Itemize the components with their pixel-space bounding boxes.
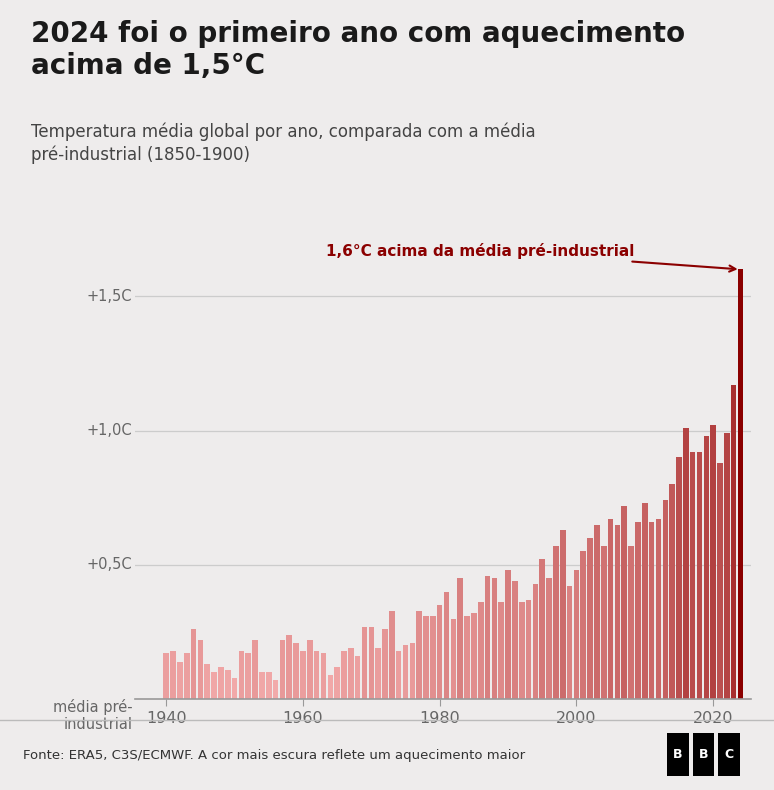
Bar bbox=[464, 616, 470, 699]
Bar bbox=[601, 546, 607, 699]
Bar bbox=[498, 603, 504, 699]
Bar bbox=[491, 578, 497, 699]
Bar bbox=[389, 611, 395, 699]
Bar bbox=[430, 616, 436, 699]
Bar bbox=[553, 546, 559, 699]
Bar bbox=[354, 656, 361, 699]
Bar bbox=[738, 269, 743, 699]
Text: B: B bbox=[699, 748, 708, 761]
Text: +1,0C: +1,0C bbox=[87, 423, 132, 438]
Bar bbox=[211, 672, 217, 699]
Bar bbox=[279, 640, 286, 699]
Bar bbox=[382, 630, 388, 699]
Bar bbox=[170, 651, 176, 699]
Bar bbox=[457, 578, 463, 699]
Bar bbox=[368, 626, 374, 699]
Bar bbox=[437, 605, 443, 699]
Bar bbox=[667, 733, 689, 776]
Bar bbox=[259, 672, 265, 699]
Bar bbox=[286, 634, 292, 699]
Text: média pré-
industrial: média pré- industrial bbox=[53, 699, 132, 732]
Bar bbox=[375, 648, 381, 699]
Bar bbox=[724, 433, 730, 699]
Bar bbox=[670, 484, 675, 699]
Bar bbox=[663, 500, 668, 699]
Bar bbox=[225, 670, 231, 699]
Bar bbox=[218, 667, 224, 699]
Bar bbox=[717, 463, 723, 699]
Bar bbox=[266, 672, 272, 699]
Text: C: C bbox=[724, 748, 734, 761]
Bar bbox=[409, 643, 415, 699]
Bar bbox=[546, 578, 552, 699]
Bar bbox=[231, 678, 238, 699]
Bar bbox=[574, 570, 579, 699]
Text: B: B bbox=[673, 748, 683, 761]
Bar bbox=[485, 576, 491, 699]
Text: Fonte: ERA5, C3S/ECMWF. A cor mais escura reflete um aquecimento maior: Fonte: ERA5, C3S/ECMWF. A cor mais escur… bbox=[23, 750, 526, 762]
Bar bbox=[245, 653, 251, 699]
Bar bbox=[361, 626, 368, 699]
Bar bbox=[197, 640, 204, 699]
Bar bbox=[396, 651, 402, 699]
Bar bbox=[519, 603, 525, 699]
Bar bbox=[711, 425, 716, 699]
Text: 1,6°C acima da média pré-industrial: 1,6°C acima da média pré-industrial bbox=[326, 243, 735, 272]
Bar bbox=[512, 581, 518, 699]
Bar bbox=[402, 645, 409, 699]
Bar bbox=[313, 651, 320, 699]
Bar bbox=[628, 546, 634, 699]
Bar bbox=[594, 525, 600, 699]
Bar bbox=[587, 538, 593, 699]
Bar bbox=[204, 664, 210, 699]
Bar bbox=[307, 640, 313, 699]
Bar bbox=[444, 592, 450, 699]
Bar bbox=[272, 680, 279, 699]
Bar bbox=[190, 630, 197, 699]
Bar bbox=[177, 661, 183, 699]
Bar bbox=[615, 525, 620, 699]
Bar bbox=[560, 530, 566, 699]
Text: 2024 foi o primeiro ano com aquecimento
acima de 1,5°C: 2024 foi o primeiro ano com aquecimento … bbox=[31, 20, 685, 80]
Bar bbox=[533, 584, 538, 699]
Bar bbox=[300, 651, 306, 699]
Bar bbox=[539, 559, 545, 699]
Bar bbox=[635, 522, 641, 699]
Bar bbox=[693, 733, 714, 776]
Bar bbox=[478, 603, 484, 699]
Bar bbox=[348, 648, 354, 699]
Bar bbox=[505, 570, 511, 699]
Bar bbox=[622, 506, 627, 699]
Bar bbox=[697, 452, 702, 699]
Bar bbox=[320, 653, 327, 699]
Bar bbox=[184, 653, 190, 699]
Bar bbox=[718, 733, 740, 776]
Bar bbox=[642, 503, 648, 699]
Bar bbox=[580, 551, 586, 699]
Bar bbox=[608, 519, 614, 699]
Bar bbox=[450, 619, 456, 699]
Bar bbox=[238, 651, 245, 699]
Bar bbox=[704, 436, 709, 699]
Text: Temperatura média global por ano, comparada com a média
pré-industrial (1850-190: Temperatura média global por ano, compar… bbox=[31, 122, 536, 164]
Bar bbox=[334, 667, 340, 699]
Text: +1,5C: +1,5C bbox=[87, 289, 132, 303]
Bar bbox=[471, 613, 477, 699]
Bar bbox=[649, 522, 655, 699]
Bar bbox=[731, 385, 737, 699]
Bar bbox=[676, 457, 682, 699]
Bar bbox=[327, 675, 333, 699]
Bar bbox=[341, 651, 347, 699]
Bar bbox=[423, 616, 429, 699]
Text: +0,5C: +0,5C bbox=[87, 558, 132, 572]
Bar bbox=[526, 600, 532, 699]
Bar bbox=[567, 586, 573, 699]
Bar bbox=[163, 653, 169, 699]
Bar bbox=[293, 643, 299, 699]
Bar bbox=[683, 428, 689, 699]
Bar bbox=[252, 640, 258, 699]
Bar bbox=[416, 611, 422, 699]
Bar bbox=[656, 519, 661, 699]
Bar bbox=[690, 452, 696, 699]
